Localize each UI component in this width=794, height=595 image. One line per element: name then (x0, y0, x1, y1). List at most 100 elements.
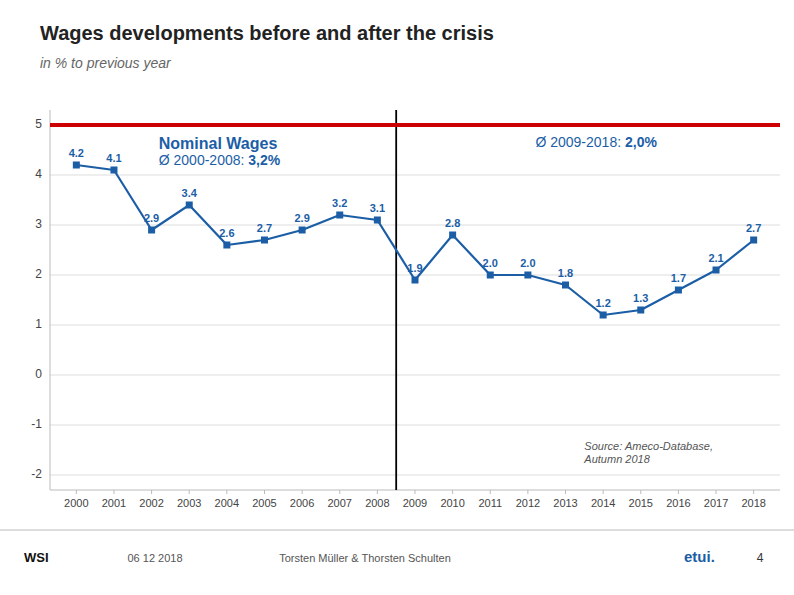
source-line: Source: Ameco-Database, (584, 440, 713, 452)
reference-line (50, 123, 780, 127)
data-label: 2.0 (483, 257, 498, 269)
x-tick-label: 2009 (403, 497, 427, 509)
grid-line (50, 475, 780, 476)
marker (374, 217, 381, 224)
x-tick (678, 490, 679, 494)
x-tick-label: 2002 (139, 497, 163, 509)
x-tick-label: 2012 (516, 497, 540, 509)
subtitle: in % to previous year (40, 55, 172, 71)
x-tick-label: 2003 (177, 497, 201, 509)
x-tick-label: 2006 (290, 497, 314, 509)
source-line: Autumn 2018 (583, 453, 650, 465)
data-label: 2.8 (445, 217, 460, 229)
marker (675, 287, 682, 294)
annotation-text: Nominal Wages (159, 135, 278, 152)
marker (713, 267, 720, 274)
annotation: Ø 2009-2018: 2,0% (535, 134, 657, 150)
marker (487, 272, 494, 279)
annotation-text: Ø 2000-2008: (159, 152, 249, 168)
data-label: 4.2 (69, 147, 84, 159)
y-tick-label: -1 (31, 417, 42, 431)
y-axis-line (50, 110, 51, 490)
title: Wages developments before and after the … (40, 22, 494, 44)
x-tick (264, 490, 265, 494)
x-tick (565, 490, 566, 494)
x-tick-label: 2014 (591, 497, 615, 509)
footer-author: Torsten Müller & Thorsten Schulten (279, 552, 451, 564)
annotation-text: Ø 2009-2018: (535, 134, 625, 150)
y-tick-label: -2 (31, 467, 42, 481)
x-tick (377, 490, 378, 494)
data-label: 1.8 (558, 267, 573, 279)
annotation: Ø 2000-2008: 3,2% (159, 152, 281, 168)
grid-line (50, 175, 780, 176)
marker (186, 202, 193, 209)
x-tick (490, 490, 491, 494)
annotation-value: 2,0% (625, 134, 657, 150)
x-tick (603, 490, 604, 494)
x-tick (716, 490, 717, 494)
marker (336, 212, 343, 219)
data-label: 1.9 (407, 262, 422, 274)
x-tick-label: 2000 (64, 497, 88, 509)
crisis-line (395, 110, 397, 490)
y-tick-label: 3 (35, 217, 42, 231)
x-tick (113, 490, 114, 494)
footer-date: 06 12 2018 (127, 552, 182, 564)
data-label: 1.2 (595, 297, 610, 309)
marker (637, 307, 644, 314)
x-tick (302, 490, 303, 494)
y-tick-label: 4 (35, 167, 42, 181)
data-label: 3.2 (332, 197, 347, 209)
footer-brand: WSI (24, 550, 49, 565)
marker (600, 312, 607, 319)
marker (261, 237, 268, 244)
annotation-value: 3,2% (248, 152, 280, 168)
x-tick-label: 2015 (629, 497, 653, 509)
x-tick-label: 2008 (365, 497, 389, 509)
data-label: 2.7 (746, 222, 761, 234)
x-tick (189, 490, 190, 494)
x-tick-label: 2013 (553, 497, 577, 509)
data-label: 2.6 (219, 227, 234, 239)
x-tick (527, 490, 528, 494)
marker (299, 227, 306, 234)
footer-separator (0, 530, 794, 531)
y-tick-label: 1 (35, 317, 42, 331)
data-label: 2.1 (708, 252, 723, 264)
y-tick-label: 2 (35, 267, 42, 281)
data-label: 3.4 (182, 187, 198, 199)
x-tick-label: 2011 (478, 497, 502, 509)
grid-line (50, 125, 780, 126)
data-label: 2.9 (144, 212, 159, 224)
x-tick (76, 490, 77, 494)
x-tick (339, 490, 340, 494)
y-tick-label: 0 (35, 367, 42, 381)
source: Source: Ameco-Database,Autumn 2018 (583, 440, 713, 465)
x-tick (226, 490, 227, 494)
x-tick-label: 2018 (741, 497, 765, 509)
data-label: 3.1 (370, 202, 385, 214)
x-tick-label: 2016 (666, 497, 690, 509)
marker (73, 162, 80, 169)
marker (148, 227, 155, 234)
x-tick-label: 2010 (440, 497, 464, 509)
series-line (76, 165, 753, 315)
chart: Wages developments before and after the … (0, 0, 794, 595)
marker (449, 232, 456, 239)
x-tick (151, 490, 152, 494)
marker (110, 167, 117, 174)
grid (50, 125, 780, 475)
plot-area (50, 110, 780, 490)
x-tick-label: 2005 (252, 497, 276, 509)
data-label: 1.3 (633, 292, 648, 304)
marker (562, 282, 569, 289)
marker (223, 242, 230, 249)
data-label: 1.7 (671, 272, 686, 284)
data-label: 4.1 (106, 152, 121, 164)
x-tick (753, 490, 754, 494)
x-tick-label: 2001 (102, 497, 126, 509)
footer-page: 4 (757, 551, 764, 565)
x-tick-label: 2004 (215, 497, 239, 509)
x-tick (415, 490, 416, 494)
